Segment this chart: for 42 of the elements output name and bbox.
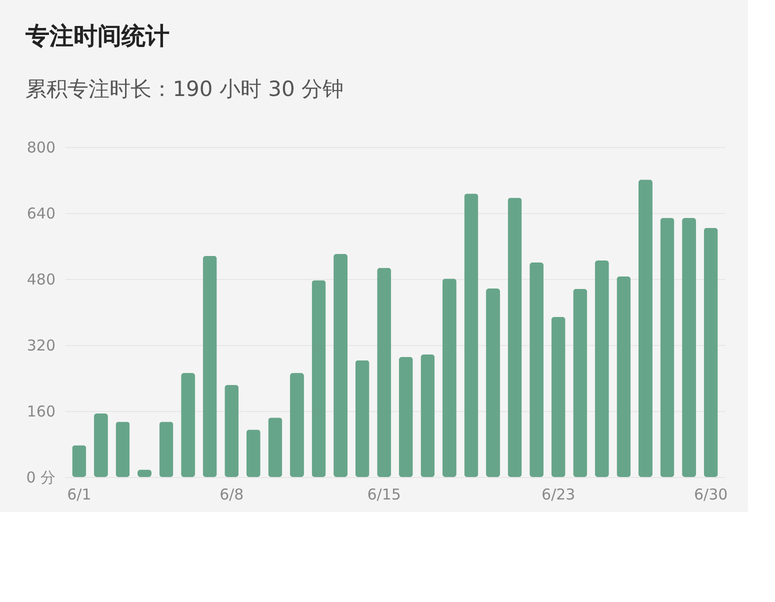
bar: [551, 316, 566, 477]
chart-title: 专注时间统计: [24, 22, 170, 50]
bar: [159, 422, 174, 477]
bar: [377, 268, 392, 477]
y-tick-label: 800: [26, 138, 56, 156]
x-tick-label: 6/8: [220, 486, 244, 504]
bar: [290, 373, 304, 477]
bar: [530, 262, 544, 477]
bar: [116, 422, 130, 477]
bar: [334, 254, 348, 477]
bar: [442, 278, 456, 477]
chart-subtitle: 累积专注时长：190 小时 30 分钟: [26, 77, 344, 101]
bar: [704, 228, 718, 477]
x-tick-label: 6/30: [694, 486, 728, 504]
x-tick-label: 6/1: [67, 486, 92, 504]
bar: [486, 288, 500, 477]
bar: [464, 194, 478, 477]
bar: [202, 256, 217, 477]
y-tick-label: 160: [26, 402, 56, 420]
bar: [312, 280, 326, 477]
bar: [594, 260, 609, 477]
y-tick-label: 320: [26, 336, 56, 354]
y-tick-label: 0 分: [26, 468, 56, 486]
bar: [420, 354, 435, 477]
bar: [94, 413, 108, 477]
x-tick-label: 6/15: [367, 486, 401, 504]
bar: [682, 218, 696, 477]
x-tick-label: 6/23: [542, 486, 576, 504]
bar: [508, 198, 522, 477]
bar: [616, 276, 631, 477]
bar: [573, 288, 588, 477]
bar: [224, 385, 239, 477]
bar: [181, 373, 196, 477]
bar: [660, 218, 674, 477]
bar: [355, 360, 370, 477]
y-tick-label: 480: [26, 270, 56, 288]
bar: [246, 430, 260, 477]
y-tick-label: 640: [26, 204, 56, 222]
bar: [398, 356, 413, 477]
bar: [268, 418, 282, 477]
bar: [72, 445, 86, 477]
bar: [638, 180, 652, 477]
